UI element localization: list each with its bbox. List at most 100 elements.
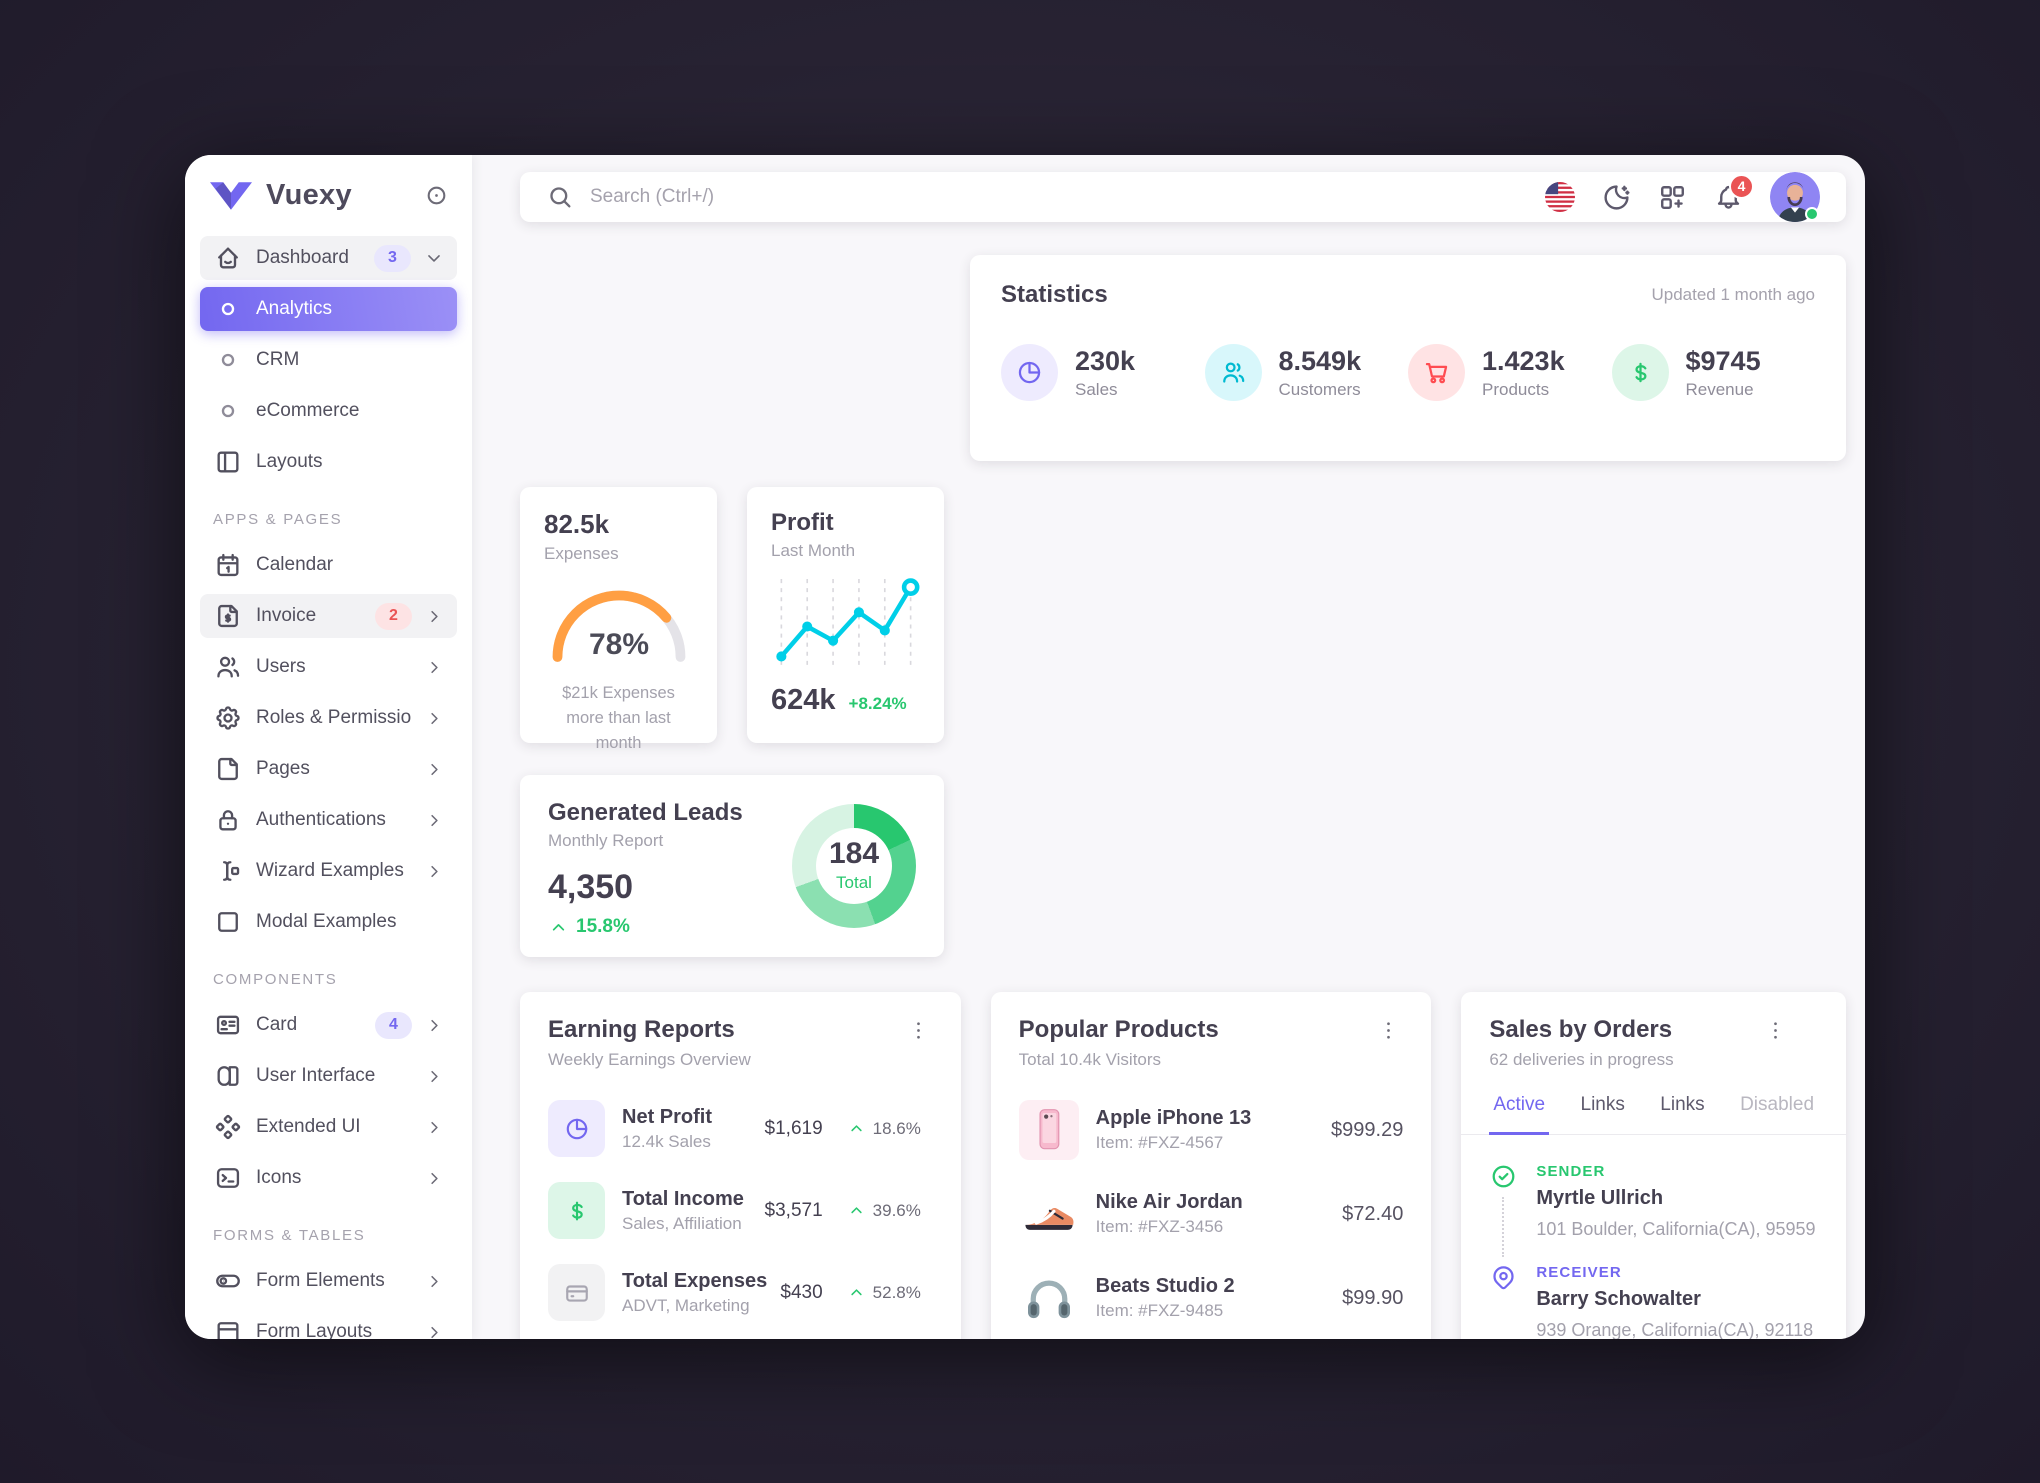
sidebar-item-authentications[interactable]: Authentications xyxy=(200,798,457,842)
row-mini-cards: 82.5k Expenses 78% $21k Expenses more th… xyxy=(520,487,1846,752)
profit-value: 624k xyxy=(771,684,836,716)
diamonds-icon xyxy=(213,1113,243,1141)
sidebar-item-label: User Interface xyxy=(256,1065,376,1086)
kebab-menu-icon[interactable] xyxy=(1761,1016,1790,1045)
stat-value: 8.549k xyxy=(1278,345,1362,376)
sidebar-item-label: Analytics xyxy=(256,298,333,319)
popular-products-subtitle: Total 10.4k Visitors xyxy=(1018,1050,1162,1069)
gear-icon xyxy=(213,704,243,732)
tab-active[interactable]: Active xyxy=(1489,1094,1550,1135)
earning-report-row: Total Income Sales, Affiliation $3,571 39… xyxy=(548,1182,933,1239)
invoice-badge: 2 xyxy=(375,602,412,630)
expenses-label: Expenses xyxy=(544,544,619,563)
product-name: Nike Air Jordan xyxy=(1095,1191,1243,1213)
circle-icon xyxy=(213,295,243,323)
search-input[interactable] xyxy=(590,186,1545,208)
sidebar-item-crm[interactable]: CRM xyxy=(200,338,457,382)
sidebar-item-ecommerce[interactable]: eCommerce xyxy=(200,389,457,433)
chevron-down-icon xyxy=(424,248,444,268)
sender-address: 101 Boulder, California(CA), 95959 xyxy=(1536,1219,1816,1239)
form-layout-icon xyxy=(213,1318,243,1339)
sidebar-item-dashboard[interactable]: Dashboard 3 xyxy=(200,236,457,280)
sidebar-item-label: Invoice xyxy=(256,605,317,626)
sidebar-item-extended-ui[interactable]: Extended UI xyxy=(200,1105,457,1149)
sidebar-item-label: Roles & Permissions xyxy=(256,707,412,728)
sidebar-item-label: Wizard Examples xyxy=(256,860,404,881)
app-title: Vuexy xyxy=(266,179,352,211)
chevron-right-icon xyxy=(425,709,444,728)
sidebar-item-label: Dashboard xyxy=(256,247,349,268)
donut-center-value: 184 xyxy=(828,837,880,870)
vuexy-logo-icon xyxy=(210,181,252,210)
sidebar: Vuexy Dashboard 3 Analytics CRM eCommerc… xyxy=(185,155,472,1339)
row-title: Net Profit xyxy=(622,1105,712,1128)
sidebar-item-form-elements[interactable]: Form Elements xyxy=(200,1259,457,1303)
sidebar-item-modal-examples[interactable]: Modal Examples xyxy=(200,900,457,944)
stat-label: Revenue xyxy=(1685,379,1754,399)
profit-title: Profit xyxy=(771,509,834,536)
stat-sales: 230k Sales xyxy=(1001,344,1205,401)
sidebar-section-label: FORMS & TABLES xyxy=(213,1227,366,1244)
user-avatar[interactable] xyxy=(1770,172,1820,222)
product-price: $72.40 xyxy=(1342,1202,1404,1225)
chevron-right-icon xyxy=(425,1016,444,1035)
expenses-note: $21k Expenses more than last month xyxy=(562,684,675,752)
kebab-menu-icon[interactable] xyxy=(904,1016,933,1045)
sidebar-item-label: Form Elements xyxy=(256,1270,385,1291)
leads-value: 4,350 xyxy=(548,868,634,906)
topbar-actions: 4 xyxy=(1545,172,1820,222)
generated-leads-card: Generated Leads Monthly Report 4,350 15.… xyxy=(520,775,944,957)
sidebar-item-user-interface[interactable]: User Interface xyxy=(200,1054,457,1098)
sidebar-item-pages[interactable]: Pages xyxy=(200,747,457,791)
tab-links-1[interactable]: Links xyxy=(1580,1094,1625,1115)
timeline-receiver: RECEIVER Barry Schowalter 939 Orange, Ca… xyxy=(1489,1264,1818,1339)
statistics-title: Statistics xyxy=(1001,281,1108,308)
sidebar-item-analytics[interactable]: Analytics xyxy=(200,287,457,331)
sidebar-item-invoice[interactable]: Invoice 2 xyxy=(200,594,457,638)
leads-title: Generated Leads xyxy=(548,799,743,826)
sidebar-item-layouts[interactable]: Layouts xyxy=(200,440,457,484)
sidebar-section-label: COMPONENTS xyxy=(213,971,338,988)
file-dollar-icon xyxy=(213,602,243,630)
product-item: Item: #FXZ-3456 xyxy=(1095,1217,1224,1236)
receiver-name: Barry Schowalter xyxy=(1536,1288,1701,1310)
sales-by-orders-subtitle: 62 deliveries in progress xyxy=(1489,1050,1674,1069)
stat-value: 1.423k xyxy=(1482,345,1565,376)
product-price: $999.29 xyxy=(1331,1118,1404,1141)
sidebar-item-wizard-examples[interactable]: Wizard Examples xyxy=(200,849,457,893)
product-price: $99.90 xyxy=(1342,1286,1404,1309)
cart-icon xyxy=(1408,344,1465,401)
expenses-card: 82.5k Expenses 78% $21k Expenses more th… xyxy=(520,487,717,752)
chevron-right-icon xyxy=(425,1067,444,1086)
row-subtitle: Sales, Affiliation xyxy=(622,1213,742,1233)
sidebar-item-card[interactable]: Card 4 xyxy=(200,1003,457,1047)
pie-chart-icon xyxy=(1001,344,1058,401)
language-flag-icon[interactable] xyxy=(1545,182,1575,212)
lock-icon xyxy=(213,806,243,834)
sidebar-item-icons[interactable]: Icons xyxy=(200,1156,457,1200)
sidebar-pin-icon[interactable] xyxy=(424,183,449,208)
chevron-right-icon xyxy=(425,811,444,830)
sales-by-orders-title: Sales by Orders xyxy=(1489,1016,1673,1043)
dark-mode-moon-icon[interactable] xyxy=(1602,183,1631,212)
tab-links-2[interactable]: Links xyxy=(1660,1094,1705,1115)
profit-line-chart xyxy=(776,578,920,666)
sidebar-item-form-layouts[interactable]: Form Layouts xyxy=(200,1310,457,1339)
sidebar-item-roles-permissions[interactable]: Roles & Permissions xyxy=(200,696,457,740)
sidebar-item-users[interactable]: Users xyxy=(200,645,457,689)
earning-reports-card: Earning Reports Weekly Earnings Overview… xyxy=(520,992,961,1339)
stat-value: 230k xyxy=(1075,345,1136,376)
tabs: Active Links Links Disabled xyxy=(1461,1094,1847,1135)
row-value: $3,571 xyxy=(764,1199,823,1221)
shortcuts-grid-icon[interactable] xyxy=(1658,183,1687,212)
kebab-menu-icon[interactable] xyxy=(1374,1016,1403,1045)
sidebar-item-calendar[interactable]: Calendar xyxy=(200,543,457,587)
chevron-up-icon xyxy=(847,1201,866,1220)
user-interface-icon xyxy=(213,1062,243,1090)
topbar: 4 xyxy=(520,172,1846,222)
sidebar-item-label: Calendar xyxy=(256,554,334,575)
sidebar-item-label: Pages xyxy=(256,758,310,779)
notifications-bell-icon[interactable]: 4 xyxy=(1714,173,1754,212)
sidebar-item-label: Users xyxy=(256,656,306,677)
row-subtitle: 12.4k Sales xyxy=(622,1131,711,1151)
